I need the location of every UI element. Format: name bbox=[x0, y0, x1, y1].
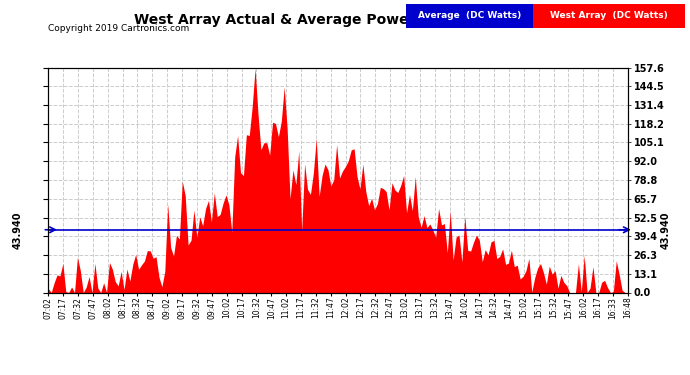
Text: 43.940: 43.940 bbox=[12, 211, 22, 249]
Text: Average  (DC Watts): Average (DC Watts) bbox=[418, 12, 521, 20]
Text: West Array  (DC Watts): West Array (DC Watts) bbox=[551, 12, 668, 20]
Text: 43.940: 43.940 bbox=[661, 211, 671, 249]
Text: Copyright 2019 Cartronics.com: Copyright 2019 Cartronics.com bbox=[48, 24, 190, 33]
Text: West Array Actual & Average Power Sun Feb 17 16:49: West Array Actual & Average Power Sun Fe… bbox=[134, 13, 556, 27]
